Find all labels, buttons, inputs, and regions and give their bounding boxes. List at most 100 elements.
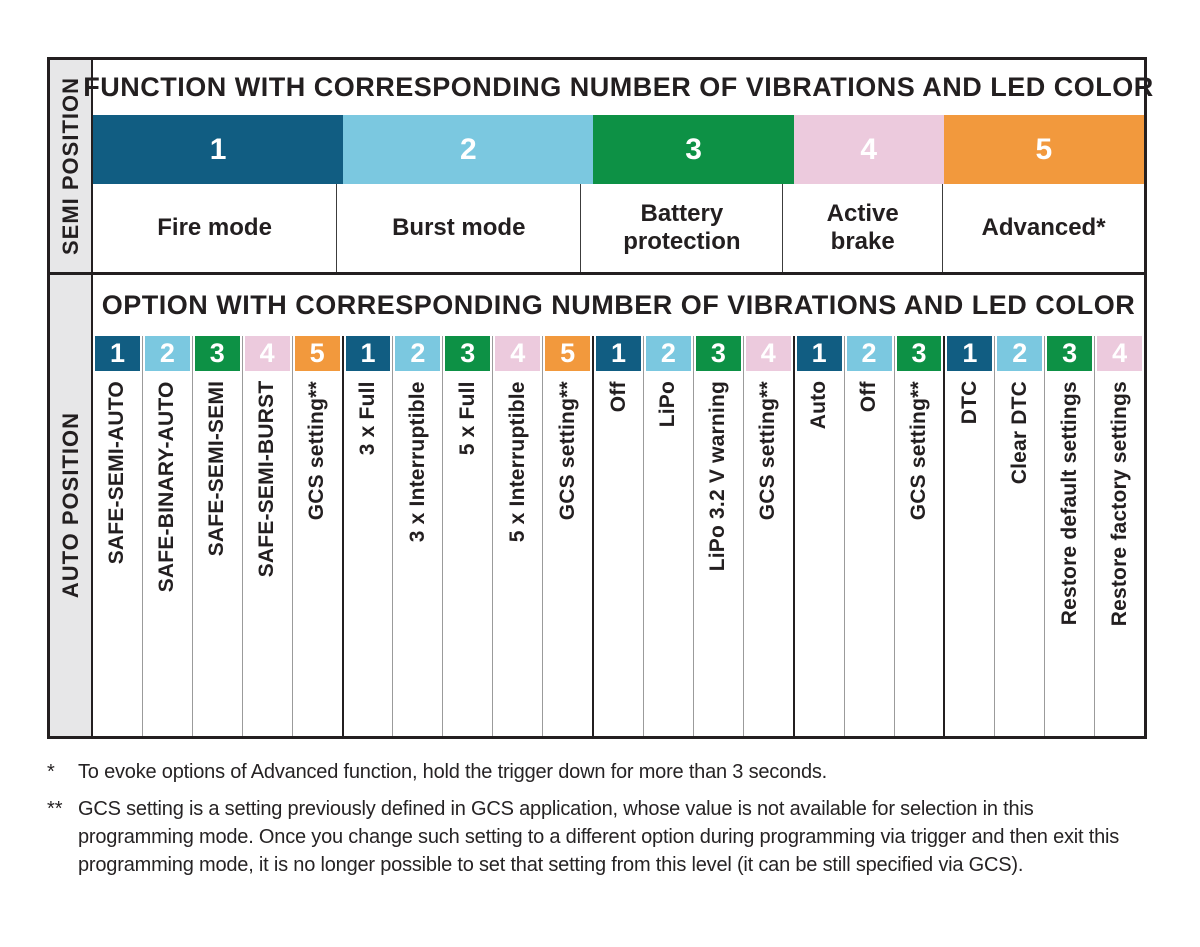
option-number-chip: 1 — [796, 336, 842, 371]
semi-side-label: SEMI POSITION — [57, 76, 83, 256]
option-label: SAFE-SEMI-BURST — [255, 380, 279, 578]
auto-side-label: AUTO POSITION — [57, 412, 83, 599]
option-number-chip: 4 — [745, 336, 791, 371]
option-number-cell: 1 — [594, 336, 643, 371]
option-label: Off — [606, 380, 630, 412]
option-number-cell: 3 — [1045, 336, 1095, 371]
auto-side-header: AUTO POSITION — [50, 275, 93, 736]
option-number-cell: 2 — [643, 336, 693, 371]
option-number-cell: 1 — [93, 336, 142, 371]
option-column: 3 Restore default settings — [1044, 336, 1095, 736]
option-label-cell: GCS setting** — [744, 371, 793, 736]
function-number-cell: 2 — [343, 115, 594, 184]
option-column: 3 5 x Full — [442, 336, 493, 736]
option-number-chip: 3 — [445, 336, 491, 371]
option-number-cell: 4 — [493, 336, 543, 371]
option-label: Restore default settings — [1057, 380, 1081, 625]
option-column: 4 5 x Interruptible — [492, 336, 543, 736]
auto-options-grid: 1 SAFE-SEMI-AUTO 2 SAFE-BINARY-AUTO 3 SAFE-SE… — [93, 336, 1145, 736]
option-number-cell: 1 — [343, 336, 393, 371]
option-label: LiPo — [656, 380, 680, 428]
option-label-cell: SAFE-SEMI-BURST — [243, 371, 292, 736]
option-number-cell: 3 — [192, 336, 242, 371]
option-column: 1 SAFE-SEMI-AUTO — [93, 336, 142, 736]
option-label-cell: DTC — [945, 371, 994, 736]
option-label-cell: Restore factory settings — [1095, 371, 1144, 736]
function-name-cell: Battery protection — [580, 184, 782, 272]
option-number-cell: 2 — [142, 336, 192, 371]
option-number-cell: 5 — [543, 336, 593, 371]
footnote-text: GCS setting is a setting previously defi… — [78, 798, 1120, 876]
option-column: 3 GCS setting** — [893, 336, 944, 736]
option-number-cell: 3 — [443, 336, 493, 371]
option-label: 3 x Interruptible — [405, 380, 429, 542]
option-label: GCS setting** — [756, 380, 780, 520]
option-number-chip: 4 — [495, 336, 541, 371]
option-column: 2 3 x Interruptible — [392, 336, 443, 736]
option-label-cell: 5 x Full — [443, 371, 492, 736]
option-label: Clear DTC — [1007, 380, 1031, 485]
option-number-cell: 2 — [995, 336, 1045, 371]
option-label-cell: Restore default settings — [1045, 371, 1094, 736]
option-column: 5 GCS setting** — [291, 336, 342, 736]
option-number-cell: 1 — [794, 336, 844, 371]
option-number-cell: 3 — [894, 336, 944, 371]
option-number-chip: 1 — [95, 336, 140, 371]
option-label-cell: Off — [594, 371, 643, 736]
option-number-chip: 3 — [896, 336, 942, 371]
option-label: GCS setting** — [555, 380, 579, 520]
footnote-text: To evoke options of Advanced function, h… — [78, 761, 828, 783]
option-label: SAFE-SEMI-SEMI — [205, 380, 229, 557]
option-column: 4 GCS setting** — [742, 336, 793, 736]
footnotes: * To evoke options of Advanced function,… — [47, 758, 1152, 888]
option-label: LiPo 3.2 V warning — [706, 380, 730, 572]
option-label-cell: SAFE-SEMI-AUTO — [93, 371, 142, 736]
option-number-cell: 4 — [242, 336, 292, 371]
option-label-cell: SAFE-BINARY-AUTO — [143, 371, 192, 736]
option-label: SAFE-SEMI-AUTO — [105, 380, 129, 564]
option-label: 3 x Full — [355, 380, 379, 455]
option-number-chip: 1 — [345, 336, 391, 371]
auto-content: OPTION WITH CORRESPONDING NUMBER OF VIBR… — [93, 275, 1145, 736]
option-label: DTC — [957, 380, 981, 425]
option-column: 3 LiPo 3.2 V warning — [692, 336, 743, 736]
option-label-cell: SAFE-SEMI-SEMI — [193, 371, 242, 736]
option-number-cell: 5 — [292, 336, 342, 371]
function-number-cell: 3 — [593, 115, 794, 184]
option-label-cell: 5 x Interruptible — [493, 371, 542, 736]
option-label: Auto — [807, 380, 831, 430]
option-number-chip: 4 — [1097, 336, 1143, 371]
function-number-cell: 5 — [943, 115, 1144, 184]
option-label: GCS setting** — [305, 380, 329, 520]
option-column: 4 SAFE-SEMI-BURST — [241, 336, 292, 736]
option-number-cell: 2 — [393, 336, 443, 371]
option-number-chip: 1 — [947, 336, 993, 371]
option-number-chip: 2 — [645, 336, 691, 371]
option-number-cell: 4 — [743, 336, 793, 371]
function-name-cell: Advanced* — [942, 184, 1144, 272]
option-column: 2 SAFE-BINARY-AUTO — [141, 336, 192, 736]
option-column: 3 SAFE-SEMI-SEMI — [191, 336, 242, 736]
option-label-cell: GCS setting** — [895, 371, 944, 736]
function-number-cell: 1 — [93, 115, 344, 184]
option-number-chip: 3 — [194, 336, 240, 371]
option-column: 1 Off — [592, 336, 643, 736]
option-number-cell: 2 — [844, 336, 894, 371]
programming-table: SEMI POSITION FUNCTION WITH CORRESPONDIN… — [47, 57, 1153, 739]
option-label-cell: Off — [845, 371, 894, 736]
option-number-chip: 2 — [997, 336, 1043, 371]
option-number-chip: 3 — [1047, 336, 1093, 371]
function-name-cell: Active brake — [782, 184, 942, 272]
function-name-cell: Fire mode — [157, 214, 272, 242]
option-column: 4 Restore factory settings — [1094, 336, 1145, 736]
option-label-cell: GCS setting** — [293, 371, 342, 736]
option-label: Off — [857, 380, 881, 412]
semi-content: FUNCTION WITH CORRESPONDING NUMBER OF VI… — [83, 60, 1153, 272]
semi-position-section: SEMI POSITION FUNCTION WITH CORRESPONDIN… — [50, 60, 1153, 272]
option-column: 5 GCS setting** — [542, 336, 593, 736]
option-number-chip: 2 — [144, 336, 190, 371]
option-label-cell: 3 x Interruptible — [393, 371, 442, 736]
option-label: GCS setting** — [906, 380, 930, 520]
option-label: 5 x Full — [455, 380, 479, 455]
